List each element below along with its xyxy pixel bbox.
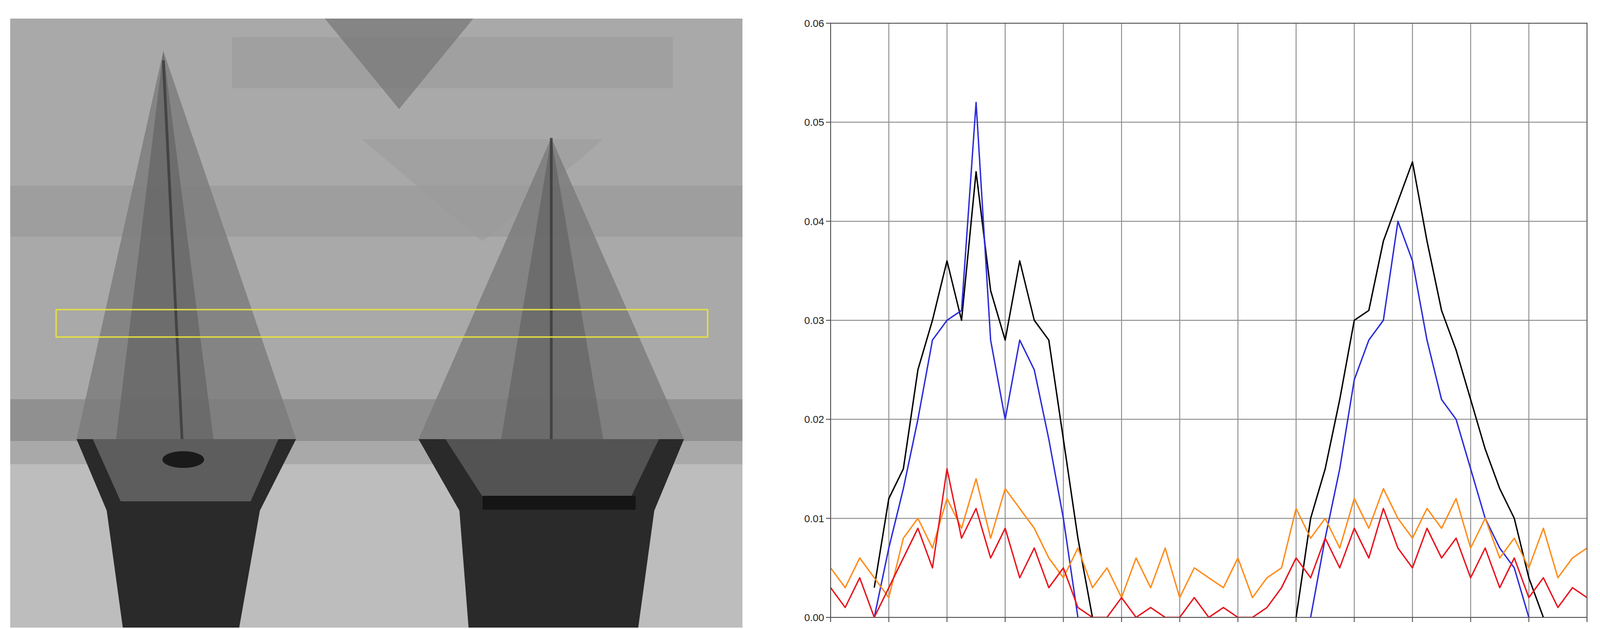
x-tick: [1586, 617, 1588, 622]
y-grid-line: [830, 220, 1588, 222]
x-grid-line: [1528, 23, 1530, 618]
y-tick-label: 0.03: [804, 314, 825, 327]
x-grid-line: [1470, 23, 1471, 618]
x-grid-line: [1237, 23, 1239, 618]
y-tick: [825, 220, 831, 222]
y-tick-label: 0.05: [804, 116, 825, 129]
y-tick: [825, 319, 831, 321]
x-tick: [830, 617, 832, 622]
left-knot: [162, 451, 205, 468]
y-grid-line: [830, 418, 1588, 420]
y-tick-label: 0.01: [804, 512, 825, 525]
y-tick-label: 0.00: [804, 611, 825, 624]
left-base: [76, 438, 297, 628]
y-grid-line: [830, 121, 1588, 123]
right-base: [418, 438, 684, 628]
x-tick: [1353, 617, 1355, 622]
y-tick: [825, 121, 831, 123]
selection-box: [56, 309, 708, 337]
x-grid-line: [1121, 23, 1123, 618]
y-tick-label: 0.02: [804, 413, 825, 426]
plot-area: [830, 23, 1588, 618]
x-tick: [1179, 617, 1181, 622]
x-grid-line: [1295, 23, 1297, 618]
series-line: [874, 102, 1530, 618]
x-grid-line: [1412, 23, 1413, 618]
series-line: [830, 468, 1588, 618]
top-cone: [324, 18, 474, 110]
y-tick-label: 0.06: [804, 17, 825, 30]
x-tick: [1470, 617, 1471, 622]
x-tick: [1121, 617, 1123, 622]
plot-frame: [830, 23, 1588, 618]
left-base-inner: [92, 438, 279, 502]
x-grid-line: [1063, 23, 1065, 618]
radiograph-image: [10, 18, 743, 628]
band: [232, 37, 673, 89]
x-tick: [1004, 617, 1006, 622]
right-base-inner: [445, 438, 659, 497]
y-grid-line: [830, 319, 1588, 321]
line-chart: 0.00 0.01 0.02 0.03 0.04 0.05 0.06: [804, 17, 1588, 624]
y-tick: [825, 418, 831, 420]
left-cone: [76, 51, 297, 439]
grid: [830, 23, 1588, 618]
x-tick: [1528, 617, 1530, 622]
right-bar: [482, 495, 636, 510]
x-grid-line: [888, 23, 890, 618]
x-tick: [1412, 617, 1413, 622]
x-tick: [1063, 617, 1065, 622]
x-tick: [1237, 617, 1239, 622]
x-tick: [946, 617, 948, 622]
x-tick: [888, 617, 890, 622]
left-axis-line: [163, 60, 184, 465]
y-tick: [825, 22, 831, 24]
series-group: [830, 102, 1588, 618]
series-line: [830, 478, 1588, 598]
y-tick-label: 0.04: [804, 215, 825, 228]
x-grid-line: [1179, 23, 1181, 618]
page: 0.00 0.01 0.02 0.03 0.04 0.05 0.06: [0, 0, 1600, 629]
x-tick: [1295, 617, 1297, 622]
band: [10, 185, 743, 237]
y-tick: [825, 517, 831, 519]
series-line: [874, 161, 1544, 618]
y-grid-line: [830, 517, 1588, 519]
y-tick: [825, 616, 831, 618]
